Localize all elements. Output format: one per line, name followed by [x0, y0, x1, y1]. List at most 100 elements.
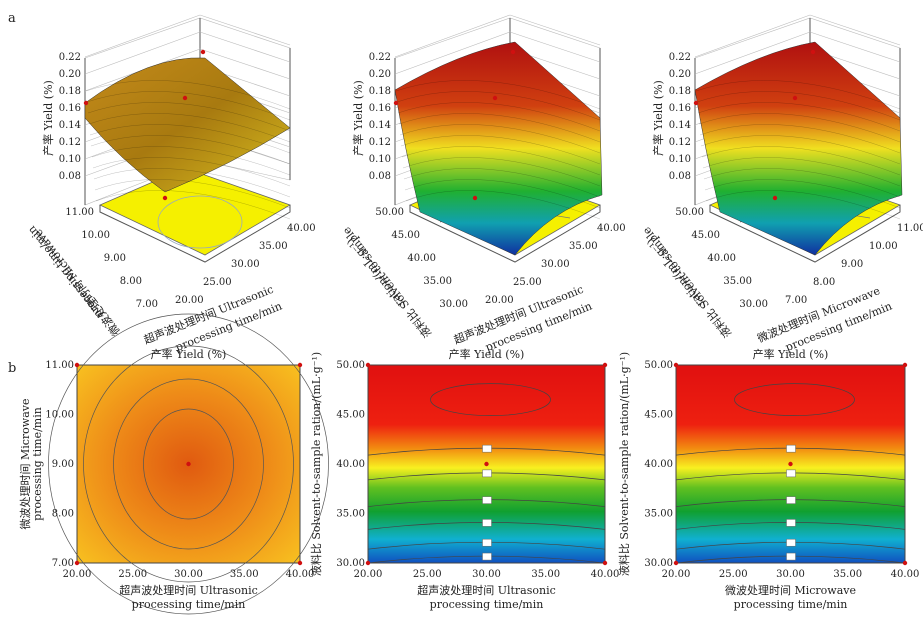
z-tick-label: 0.08 [59, 171, 81, 182]
x-tick-label: 30.00 [174, 569, 203, 580]
design-point [297, 362, 303, 368]
y-axis-label: 液料比 Solvent-to-sample ration/(mL·g⁻¹) [617, 352, 631, 576]
design-point [673, 362, 679, 368]
contour-title: 产率 Yield (%) [449, 347, 525, 361]
z-gridline [394, 31, 511, 75]
design-point [673, 560, 679, 566]
x-tick-label: 40.00 [287, 223, 316, 234]
x-axis-label: 微波处理时间 Microwave [725, 583, 856, 597]
design-point [484, 461, 489, 467]
y-tick-label: 8.00 [52, 509, 74, 520]
surface-panel-2: 0.08 0.10 0.12 0.14 0.16 0.18 0.20 0.22 产率 Yield… [339, 14, 626, 354]
design-point [902, 362, 908, 368]
z-gridline [199, 48, 291, 80]
y-tick-label: 35.00 [644, 509, 673, 520]
x-tick-label: 30.00 [541, 259, 570, 270]
design-point [772, 195, 778, 201]
y-tick-label: 8.00 [120, 276, 142, 287]
y-tick-label: 40.00 [407, 253, 436, 264]
z-tick-label: 0.12 [59, 137, 81, 148]
surface-mesh-line [696, 91, 901, 121]
z-gridline [394, 14, 511, 58]
z-tick-label: 0.08 [669, 171, 691, 182]
z-axis-label: 产率 Yield (%) [41, 80, 55, 156]
y-axis-label-en: ration/(mL·g⁻¹) [644, 235, 706, 309]
contour-line [48, 313, 329, 615]
x-tick-label: 9.00 [841, 259, 863, 270]
contour-line [143, 408, 234, 520]
x-axis-label-en: processing time/min [734, 598, 848, 611]
x-tick-label: 10.00 [869, 241, 898, 252]
design-point [393, 100, 399, 106]
surface-mesh-line [86, 91, 291, 121]
contour-level-box [482, 469, 492, 478]
z-tick-label: 0.22 [669, 52, 691, 63]
z-tick-label: 0.16 [59, 103, 81, 114]
z-tick-label: 0.16 [669, 103, 691, 114]
y-axis-label-en: ration/(mL·g⁻¹) [344, 235, 406, 309]
x-tick-label: 30.00 [472, 569, 501, 580]
surface-mesh-line [397, 102, 601, 132]
z-gridline [84, 14, 201, 58]
floor-edge [99, 205, 291, 263]
contour-level-box [786, 444, 796, 453]
contour-level-box [786, 469, 796, 478]
z-axis-label: 产率 Yield (%) [651, 80, 665, 156]
design-point [602, 362, 608, 368]
design-point [902, 560, 908, 566]
y-tick-label: 40.00 [644, 459, 673, 470]
z-gridline [694, 14, 811, 58]
contour-panel-2: 产率 Yield (%) 20.00 25.00 30.00 35.00 40.00 30.… [309, 347, 619, 611]
surface-mesh-line [92, 157, 291, 187]
contour-level-box [482, 444, 492, 453]
surface-mesh-line [87, 102, 291, 132]
y-tick-label: 11.00 [45, 360, 74, 371]
x-tick-label: 40.00 [891, 569, 920, 580]
x-tick-label: 25.00 [413, 569, 442, 580]
z-gridline [199, 31, 291, 63]
x-tick-label: 40.00 [591, 569, 620, 580]
contour-level-box [786, 552, 796, 561]
x-tick-label: 30.00 [776, 569, 805, 580]
y-tick-label: 11.00 [65, 207, 94, 218]
z-gridline [84, 31, 201, 75]
contour-level-box [482, 496, 492, 504]
panel-label-a: a [8, 11, 16, 26]
z-gridline [509, 14, 601, 46]
x-axis-label-en: processing time/min [132, 598, 246, 611]
x-tick-label: 20.00 [63, 569, 92, 580]
design-point [297, 560, 303, 566]
design-point [83, 100, 89, 106]
x-tick-label: 11.00 [897, 223, 923, 234]
surface-mesh-line [402, 157, 601, 187]
x-tick-label: 30.00 [231, 259, 260, 270]
x-axis-label: 超声波处理时间 Ultrasonic [119, 583, 258, 597]
x-tick-label: 40.00 [597, 223, 626, 234]
contour-level-box [482, 552, 492, 561]
z-tick-label: 0.12 [369, 137, 391, 148]
z-gridline [694, 31, 811, 75]
design-point [186, 461, 191, 467]
z-gridline [199, 14, 291, 46]
surface-mesh-line [400, 135, 601, 165]
design-point [365, 362, 371, 368]
contour-line [113, 378, 264, 550]
design-point [200, 49, 206, 55]
surface-mesh-line [701, 146, 901, 176]
floor-edge [709, 205, 901, 263]
surface-mesh-line [401, 146, 601, 176]
contour-line [734, 383, 855, 416]
design-point [472, 195, 478, 201]
contour-level-box [482, 519, 492, 527]
y-tick-label: 9.00 [104, 253, 126, 264]
y-tick-label: 10.00 [45, 410, 74, 421]
z-axis-label: 产率 Yield (%) [351, 80, 365, 156]
x-tick-label: 7.00 [785, 295, 807, 306]
y-tick-label: 35.00 [423, 276, 452, 287]
surface-mesh-line [90, 135, 291, 165]
surface-mesh-line [91, 146, 291, 176]
design-point [810, 49, 816, 55]
z-tick-label: 0.14 [369, 120, 391, 131]
contour-line [83, 345, 294, 583]
